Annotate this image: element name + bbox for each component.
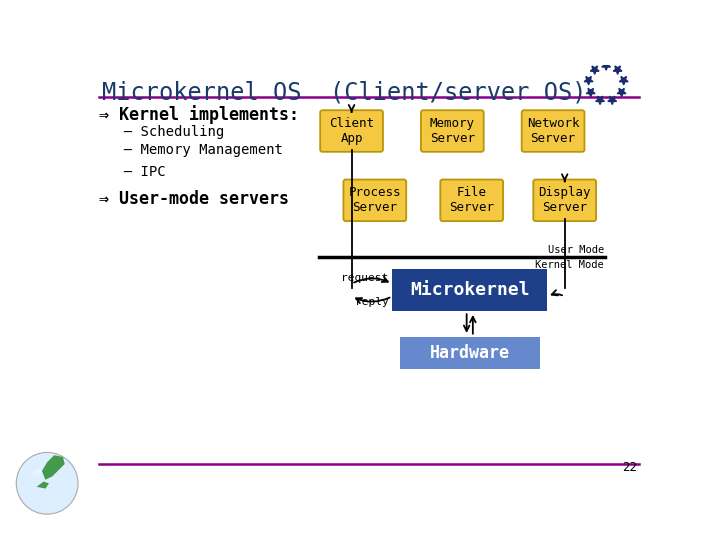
Text: Process
Server: Process Server [348,186,401,214]
Polygon shape [602,62,611,70]
FancyBboxPatch shape [441,179,503,221]
Text: – IPC: – IPC [107,165,166,179]
FancyBboxPatch shape [421,110,484,152]
Text: Kernel Mode: Kernel Mode [535,260,604,269]
Bar [400,336,539,369]
Polygon shape [613,66,622,75]
FancyBboxPatch shape [320,110,383,152]
Polygon shape [42,455,65,480]
FancyBboxPatch shape [522,110,585,152]
Polygon shape [590,66,599,75]
Polygon shape [37,482,49,489]
Polygon shape [608,96,616,105]
Text: Display
Server: Display Server [539,186,591,214]
Text: – Scheduling: – Scheduling [107,125,225,139]
Text: 22: 22 [622,462,637,475]
Polygon shape [617,89,626,97]
Text: ⇒ Kernel implements:: ⇒ Kernel implements: [99,105,300,124]
FancyBboxPatch shape [343,179,406,221]
Text: ⇒ User-mode servers: ⇒ User-mode servers [99,190,289,207]
Text: – Memory Management: – Memory Management [107,143,283,157]
Text: request: request [341,273,388,283]
Polygon shape [619,77,628,85]
Text: Network
Server: Network Server [527,117,580,145]
Ellipse shape [31,468,42,477]
Polygon shape [586,89,595,97]
Text: reply: reply [355,297,388,307]
Text: Microkernel: Microkernel [410,281,530,299]
Text: Microkernel OS  (Client/server OS): Microkernel OS (Client/server OS) [102,81,587,105]
Text: User Mode: User Mode [548,245,604,255]
Text: File
Server: File Server [449,186,494,214]
Text: Memory
Server: Memory Server [430,117,474,145]
Circle shape [17,453,78,514]
Polygon shape [584,77,593,85]
Polygon shape [595,96,605,105]
Text: Hardware: Hardware [430,344,510,362]
FancyBboxPatch shape [534,179,596,221]
Text: Client
App: Client App [329,117,374,145]
Bar [392,269,547,311]
